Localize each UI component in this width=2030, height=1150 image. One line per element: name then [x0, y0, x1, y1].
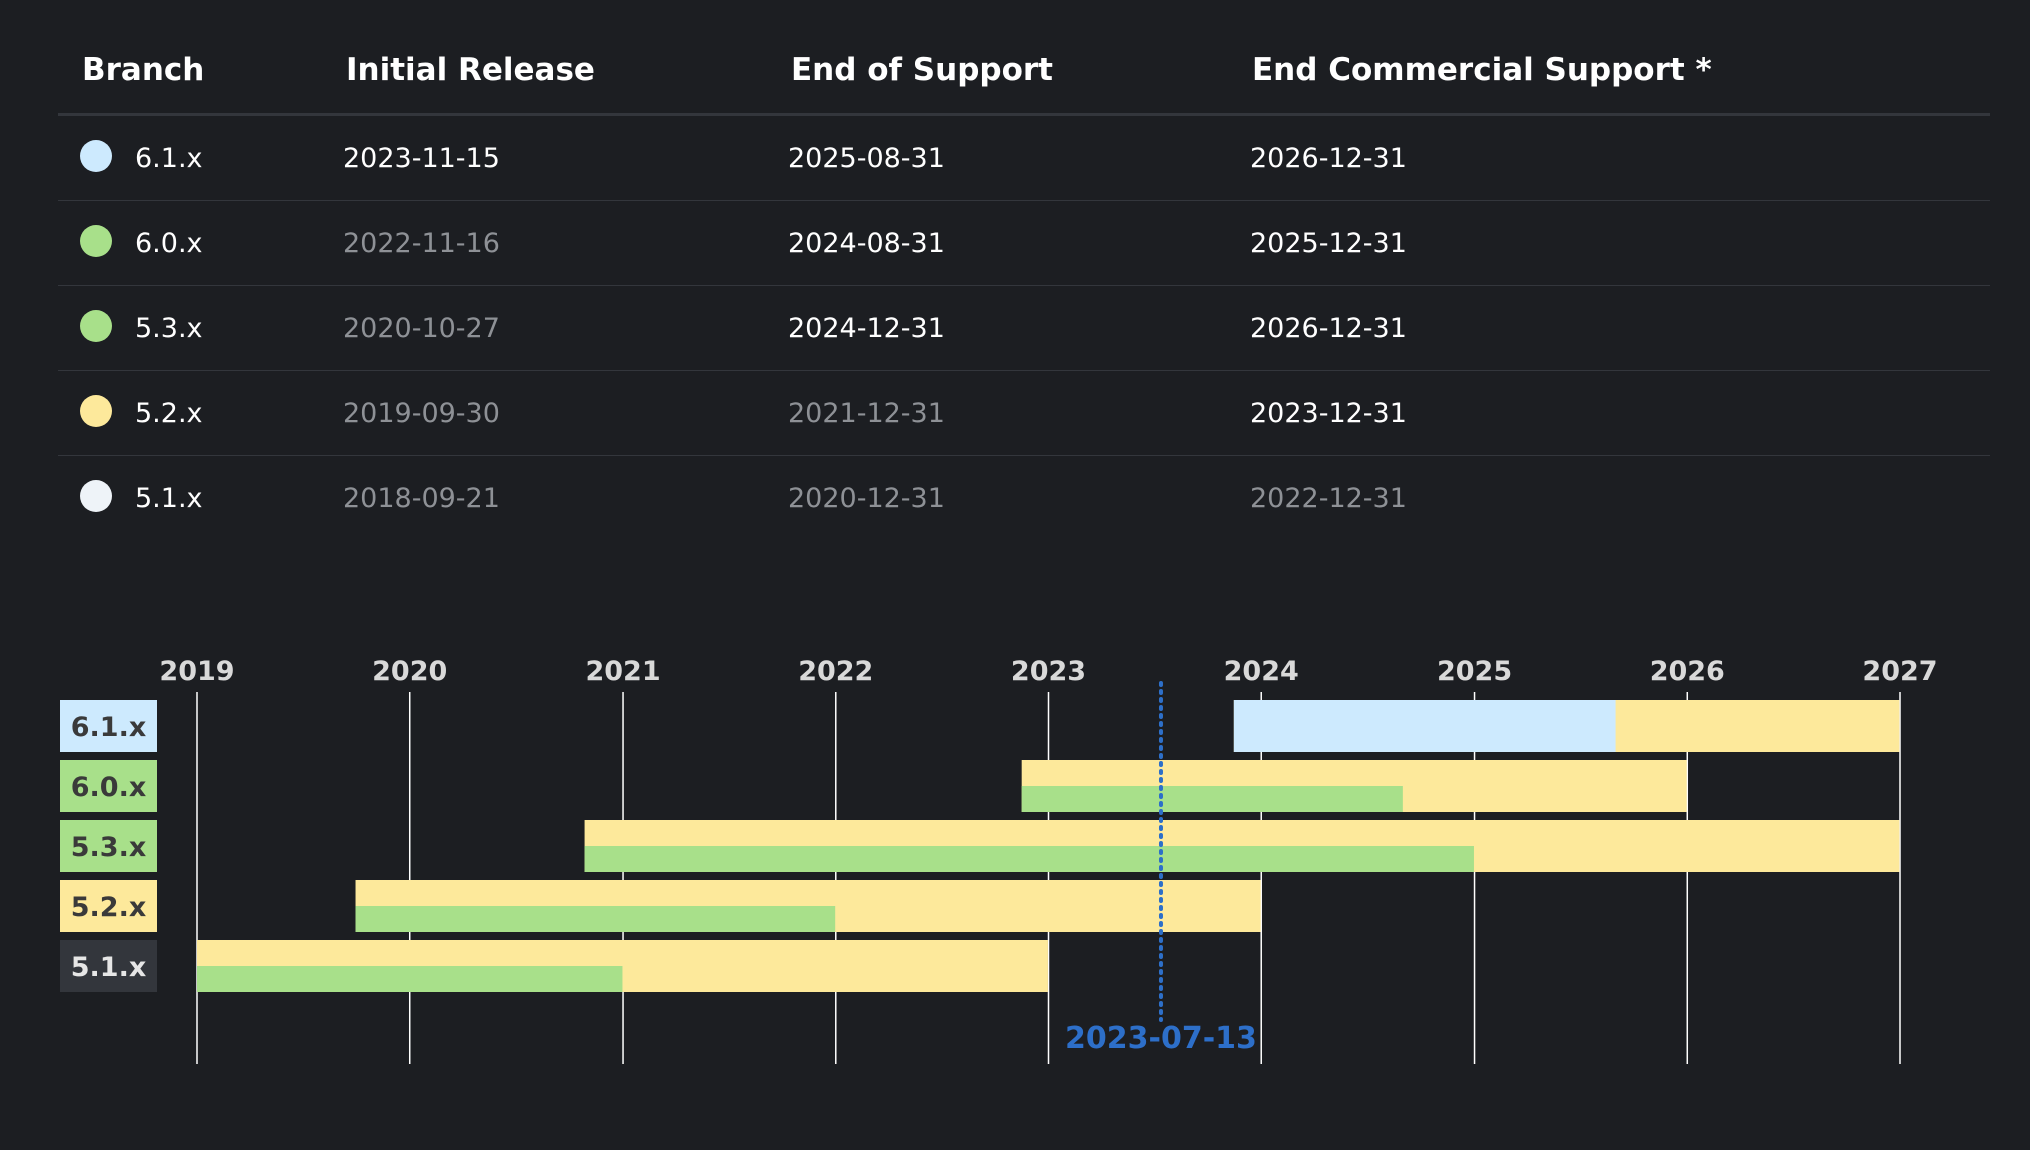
today-marker-label: 2023-07-13 [1065, 1021, 1257, 1056]
branch-label-box [60, 820, 157, 872]
table-row: 6.1.x 2023-11-15 2025-08-31 2026-12-31 [58, 116, 1990, 201]
end-of-support-date: 2024-08-31 [788, 227, 945, 259]
year-tick-label: 2022 [798, 656, 873, 687]
year-tick-label: 2025 [1437, 656, 1512, 687]
branch-label-text: 5.1.x [71, 952, 147, 983]
year-tick-label: 2024 [1224, 656, 1299, 687]
branch-status-dot [80, 310, 112, 342]
branch-name: 5.3.x [135, 312, 203, 344]
support-table: Branch Initial Release End of Support En… [58, 30, 1990, 540]
branch-status-dot [80, 395, 112, 427]
branch-status-dot [80, 140, 112, 172]
header-initial-release: Initial Release [346, 51, 595, 88]
initial-release-date: 2023-11-15 [343, 142, 500, 174]
initial-release-date: 2019-09-30 [343, 397, 500, 429]
branch-name: 6.0.x [135, 227, 203, 259]
end-of-support-date: 2025-08-31 [788, 142, 945, 174]
oss-support-bar [584, 846, 1474, 872]
header-end-of-support: End of Support [791, 51, 1053, 88]
end-commercial-support-date: 2026-12-31 [1250, 142, 1407, 174]
table-header-row: Branch Initial Release End of Support En… [58, 30, 1990, 116]
branch-name: 5.2.x [135, 397, 203, 429]
header-end-commercial-support: End Commercial Support * [1252, 51, 1712, 88]
branch-name: 5.1.x [135, 482, 203, 514]
branch-label-text: 5.2.x [71, 892, 147, 923]
branch-label-box [60, 760, 157, 812]
table-row: 5.3.x 2020-10-27 2024-12-31 2026-12-31 [58, 286, 1990, 371]
branch-label-text: 5.3.x [71, 832, 147, 863]
table-row: 6.0.x 2022-11-16 2024-08-31 2025-12-31 [58, 201, 1990, 286]
end-commercial-support-date: 2026-12-31 [1250, 312, 1407, 344]
year-tick-label: 2019 [159, 656, 234, 687]
end-commercial-support-date: 2023-12-31 [1250, 397, 1407, 429]
end-commercial-support-date: 2022-12-31 [1250, 482, 1407, 514]
initial-release-date: 2022-11-16 [343, 227, 500, 259]
branch-status-dot [80, 480, 112, 512]
year-tick-label: 2027 [1862, 656, 1937, 687]
branch-name: 6.1.x [135, 142, 203, 174]
year-tick-label: 2023 [1011, 656, 1086, 687]
branch-label-text: 6.0.x [71, 772, 147, 803]
header-branch: Branch [82, 51, 205, 88]
year-tick-label: 2026 [1650, 656, 1725, 687]
table-row: 5.2.x 2019-09-30 2021-12-31 2023-12-31 [58, 371, 1990, 456]
table-body: 6.1.x 2023-11-15 2025-08-31 2026-12-31 6.0.x… [58, 116, 1990, 540]
oss-support-bar [1021, 786, 1403, 812]
initial-release-date: 2018-09-21 [343, 482, 500, 514]
end-of-support-date: 2020-12-31 [788, 482, 945, 514]
table-row: 5.1.x 2018-09-21 2020-12-31 2022-12-31 [58, 456, 1990, 540]
end-of-support-date: 2024-12-31 [788, 312, 945, 344]
branch-status-dot [80, 225, 112, 257]
oss-support-bar [197, 966, 623, 992]
oss-support-bar [1233, 700, 1616, 752]
branch-label-box [60, 940, 157, 992]
oss-support-bar [355, 906, 836, 932]
branch-label-box [60, 880, 157, 932]
end-commercial-support-date: 2025-12-31 [1250, 227, 1407, 259]
end-of-support-date: 2021-12-31 [788, 397, 945, 429]
year-tick-label: 2021 [585, 656, 660, 687]
branch-label-text: 6.1.x [71, 712, 147, 743]
branch-label-box [60, 700, 157, 752]
year-tick-label: 2020 [372, 656, 447, 687]
initial-release-date: 2020-10-27 [343, 312, 500, 344]
